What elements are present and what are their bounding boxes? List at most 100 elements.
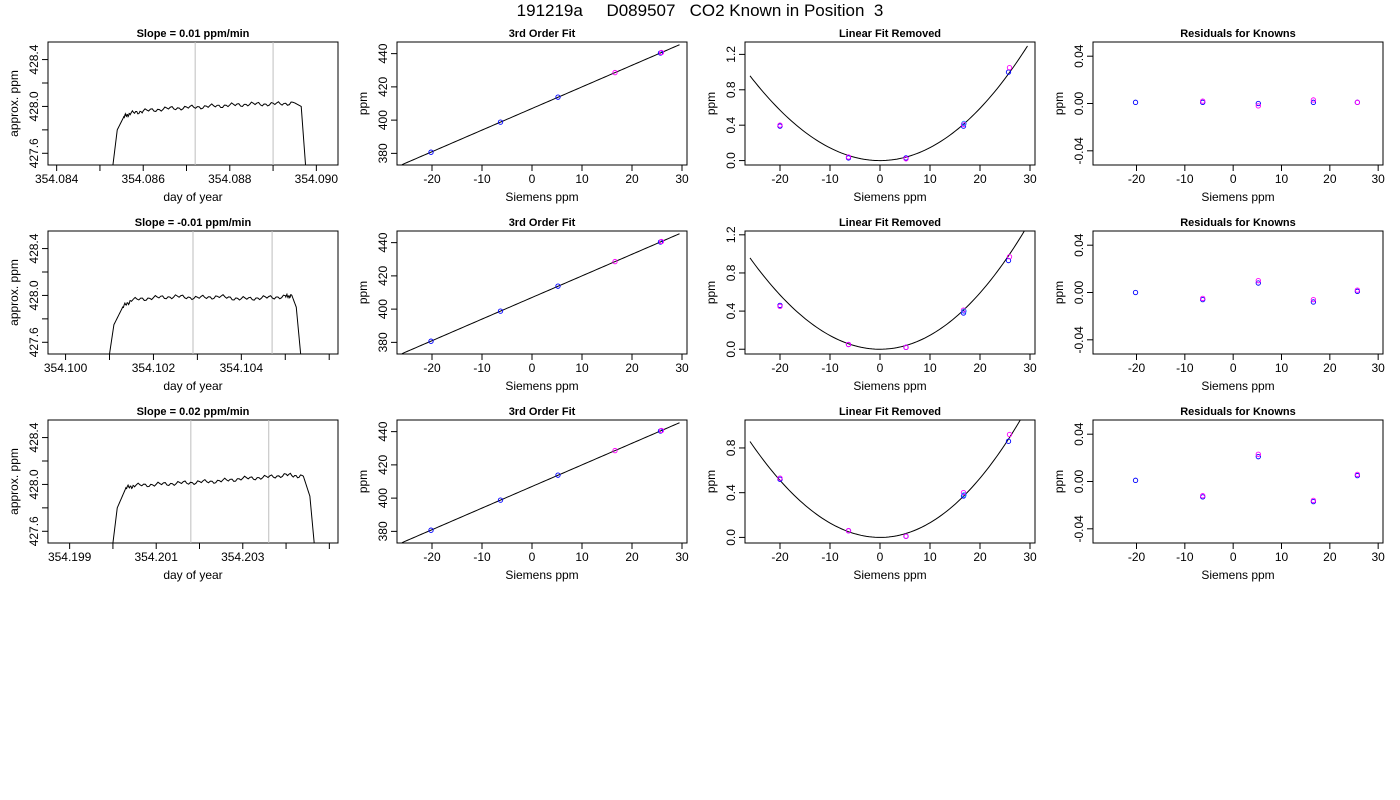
data-point-red [960,490,967,496]
panel-title: 3rd Order Fit [509,406,576,418]
data-point-red [612,69,618,76]
x-axis-label: Siemens ppm [1201,568,1274,582]
y-axis-label: ppm [1052,92,1066,115]
x-tick-label: 10 [923,550,937,564]
panel-title: Linear Fit Removed [839,406,941,418]
y-tick-label: 1.2 [724,226,738,243]
x-tick-label: 354.084 [35,172,79,186]
x-axis-label: Siemens ppm [853,190,926,204]
y-tick-label: -0.04 [1072,326,1086,354]
y-tick-label: 0.8 [724,81,738,98]
x-tick-label: 10 [1275,550,1289,564]
x-tick-label: 20 [973,361,987,375]
y-tick-label: 0.04 [1072,44,1086,68]
y-tick-label: 427.6 [27,516,41,546]
plot-frame [1092,41,1384,166]
data-point-blue [428,338,434,344]
y-axis-label: approx. ppm [7,259,21,326]
x-tick-label: 20 [625,550,639,564]
panel-2-2: 3rd Order Fit -20 -10 0 10 20 30 380 400 420 440 Si… [356,217,689,393]
panel-title: Residuals for Knowns [1180,406,1296,418]
plot-frame [1092,230,1384,355]
y-tick-label: 0.4 [724,117,738,134]
plot-frame [47,41,339,166]
panel-title: Linear Fit Removed [839,28,941,40]
y-tick-label: 0.04 [1072,422,1086,446]
data-layer [749,231,1025,350]
x-tick-label: 0 [877,361,884,375]
data-point-red [1255,451,1261,457]
y-tick-label: 380 [376,332,390,352]
y-tick-label: 0.0 [724,529,738,546]
x-tick-label: -20 [423,550,441,564]
data-layer [1132,97,1361,109]
y-tick-label: 428.4 [27,44,41,74]
panel-title: Residuals for Knowns [1180,217,1296,229]
fit-curve [401,233,680,354]
y-axis-label: ppm [356,470,370,493]
data-point-red [1006,65,1013,71]
data-point-red [658,427,665,434]
panel-title: Slope = 0.02 ppm/min [137,406,250,418]
x-axis-label: day of year [163,190,222,204]
data-point-blue [497,119,504,125]
x-tick-label: 354.199 [48,550,92,564]
x-tick-label: 10 [1275,172,1289,186]
x-tick-label: -10 [473,550,491,564]
x-tick-label: 0 [529,172,536,186]
data-point-red [1006,431,1013,438]
figure-title: 191219a D089507 CO2 Known in Position 3 [516,1,884,20]
x-axis-label: Siemens ppm [505,190,578,204]
plot-frame [1092,419,1384,544]
data-point-blue [555,472,561,478]
panel-3-2: 3rd Order Fit -20 -10 0 10 20 30 380 400 420 440 Si… [356,406,689,582]
y-tick-label: 0.0 [724,341,738,358]
data-point-blue [1005,438,1012,444]
y-tick-label: -0.04 [1072,515,1086,543]
panel-title: Residuals for Knowns [1180,28,1296,40]
data-point-red [1255,103,1261,109]
x-tick-label: 354.102 [132,361,176,375]
x-tick-label: 30 [1371,172,1385,186]
y-tick-label: 428.4 [27,233,41,263]
x-tick-label: 30 [1371,361,1385,375]
panel-2-4: Residuals for Knowns -20 -10 0 10 20 30 -0.04 0.… [1052,217,1385,393]
x-axis-label: Siemens ppm [505,379,578,393]
data-layer [401,233,680,354]
x-tick-label: 30 [1023,550,1037,564]
y-axis-label: ppm [356,281,370,304]
x-tick-label: 10 [923,361,937,375]
x-tick-label: 354.100 [44,361,88,375]
x-tick-label: 20 [625,172,639,186]
panel-title: Linear Fit Removed [839,217,941,229]
x-tick-label: 30 [675,550,689,564]
x-tick-label: 10 [575,172,589,186]
time-series-trace [112,472,315,543]
x-tick-label: -10 [473,361,491,375]
y-tick-label: 380 [376,521,390,541]
data-layer [749,420,1021,539]
x-tick-label: -10 [821,172,839,186]
data-point-blue [1255,454,1261,460]
y-axis-label: ppm [704,92,718,115]
data-layer [109,231,302,354]
data-point-blue [1255,100,1261,107]
x-tick-label: -20 [423,361,441,375]
x-tick-label: -20 [771,550,789,564]
x-tick-label: 20 [1323,361,1337,375]
data-point-red [1310,497,1317,504]
x-tick-label: -20 [1128,361,1146,375]
y-tick-label: 420 [376,266,390,286]
panel-2-1: Slope = -0.01 ppm/min 354.100 354.102 354.1… [7,217,339,393]
panel-title: Slope = -0.01 ppm/min [135,217,252,229]
y-tick-label: 0.00 [1072,91,1086,115]
y-tick-label: 420 [376,455,390,475]
x-tick-label: 10 [575,550,589,564]
x-tick-label: 0 [529,550,536,564]
data-point-red [777,475,783,481]
data-point-blue [1132,477,1139,483]
y-axis-label: approx. ppm [7,70,21,137]
x-axis-label: day of year [163,379,222,393]
plot-frame [744,419,1036,544]
x-tick-label: -20 [771,361,789,375]
